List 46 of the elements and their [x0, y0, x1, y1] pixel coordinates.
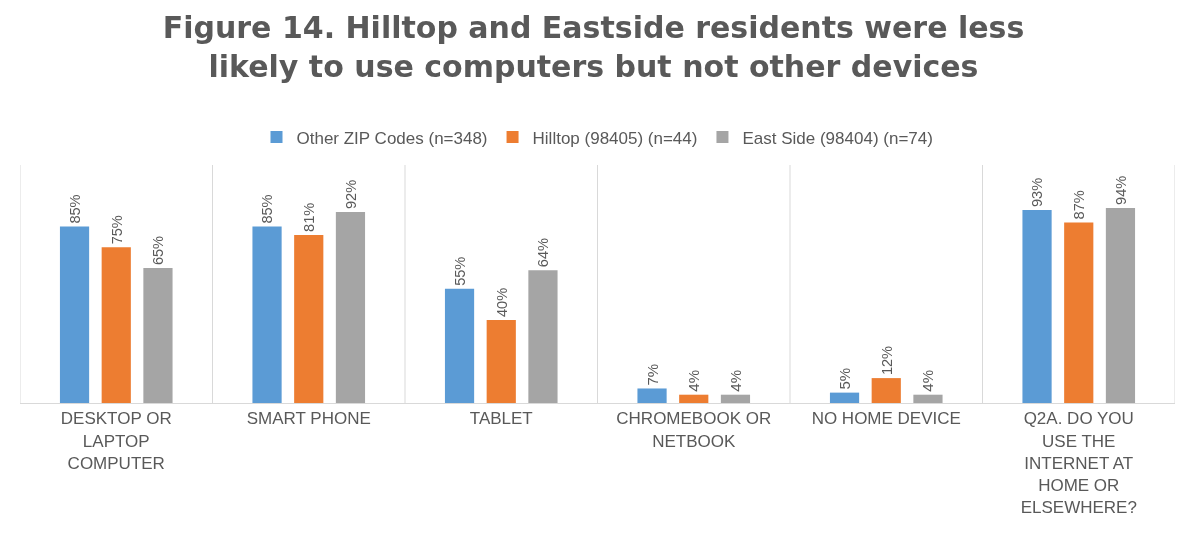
bar [528, 270, 558, 403]
bar [101, 247, 131, 403]
x-tick-label: SMART PHONE [246, 409, 371, 429]
legend-label: Other ZIP Codes (n=348) [296, 128, 488, 148]
bar [444, 288, 475, 403]
bar [59, 226, 90, 403]
data-label: 87% [1071, 190, 1088, 220]
bar [1022, 209, 1052, 403]
data-label: 7% [643, 363, 661, 386]
data-label: 40% [493, 287, 510, 317]
bar [1105, 207, 1136, 403]
x-tick-label: CHROMEBOOK OR NETBOOK [616, 409, 772, 451]
data-label: 4% [726, 370, 744, 392]
chart-title: Figure 14. Hilltop and Eastside residents were less likely to use computers but not other devices [162, 10, 1025, 85]
bar [871, 378, 901, 403]
data-label: 93% [1029, 177, 1046, 207]
data-label: 85% [66, 194, 83, 224]
bar [252, 226, 282, 403]
x-tick-label: TABLET [469, 409, 533, 429]
data-label: 94% [1112, 175, 1129, 205]
bar [913, 394, 943, 403]
data-label: 75% [108, 215, 125, 245]
data-label: 65% [150, 235, 167, 266]
bar [335, 212, 366, 403]
bar [637, 388, 667, 403]
bar [679, 394, 709, 403]
bar [294, 234, 324, 403]
data-label: 85% [259, 194, 276, 224]
bar [720, 394, 751, 403]
x-tick-label: DESKTOP OR LAPTOP COMPUTER [60, 409, 172, 473]
bar [486, 319, 516, 403]
bar [829, 392, 860, 403]
legend-label: East Side (98404) (n=74) [742, 128, 933, 148]
legend-label: Hilltop (98405) (n=44) [532, 128, 698, 148]
x-tick-label: NO HOME DEVICE [811, 409, 961, 429]
data-label: 4% [685, 370, 703, 392]
data-label: 12% [878, 345, 895, 376]
x-tick-label: Q2A. DO YOU USE THE INTERNET AT HOME OR ELSEWHERE? [1020, 409, 1137, 517]
data-label: 64% [535, 237, 552, 268]
bar [1064, 222, 1094, 403]
data-label: 55% [451, 256, 468, 286]
data-label: 92% [342, 179, 359, 210]
bar [143, 268, 173, 403]
data-label: 81% [301, 202, 318, 232]
data-label: 4% [919, 370, 937, 392]
data-label: 5% [836, 367, 854, 390]
